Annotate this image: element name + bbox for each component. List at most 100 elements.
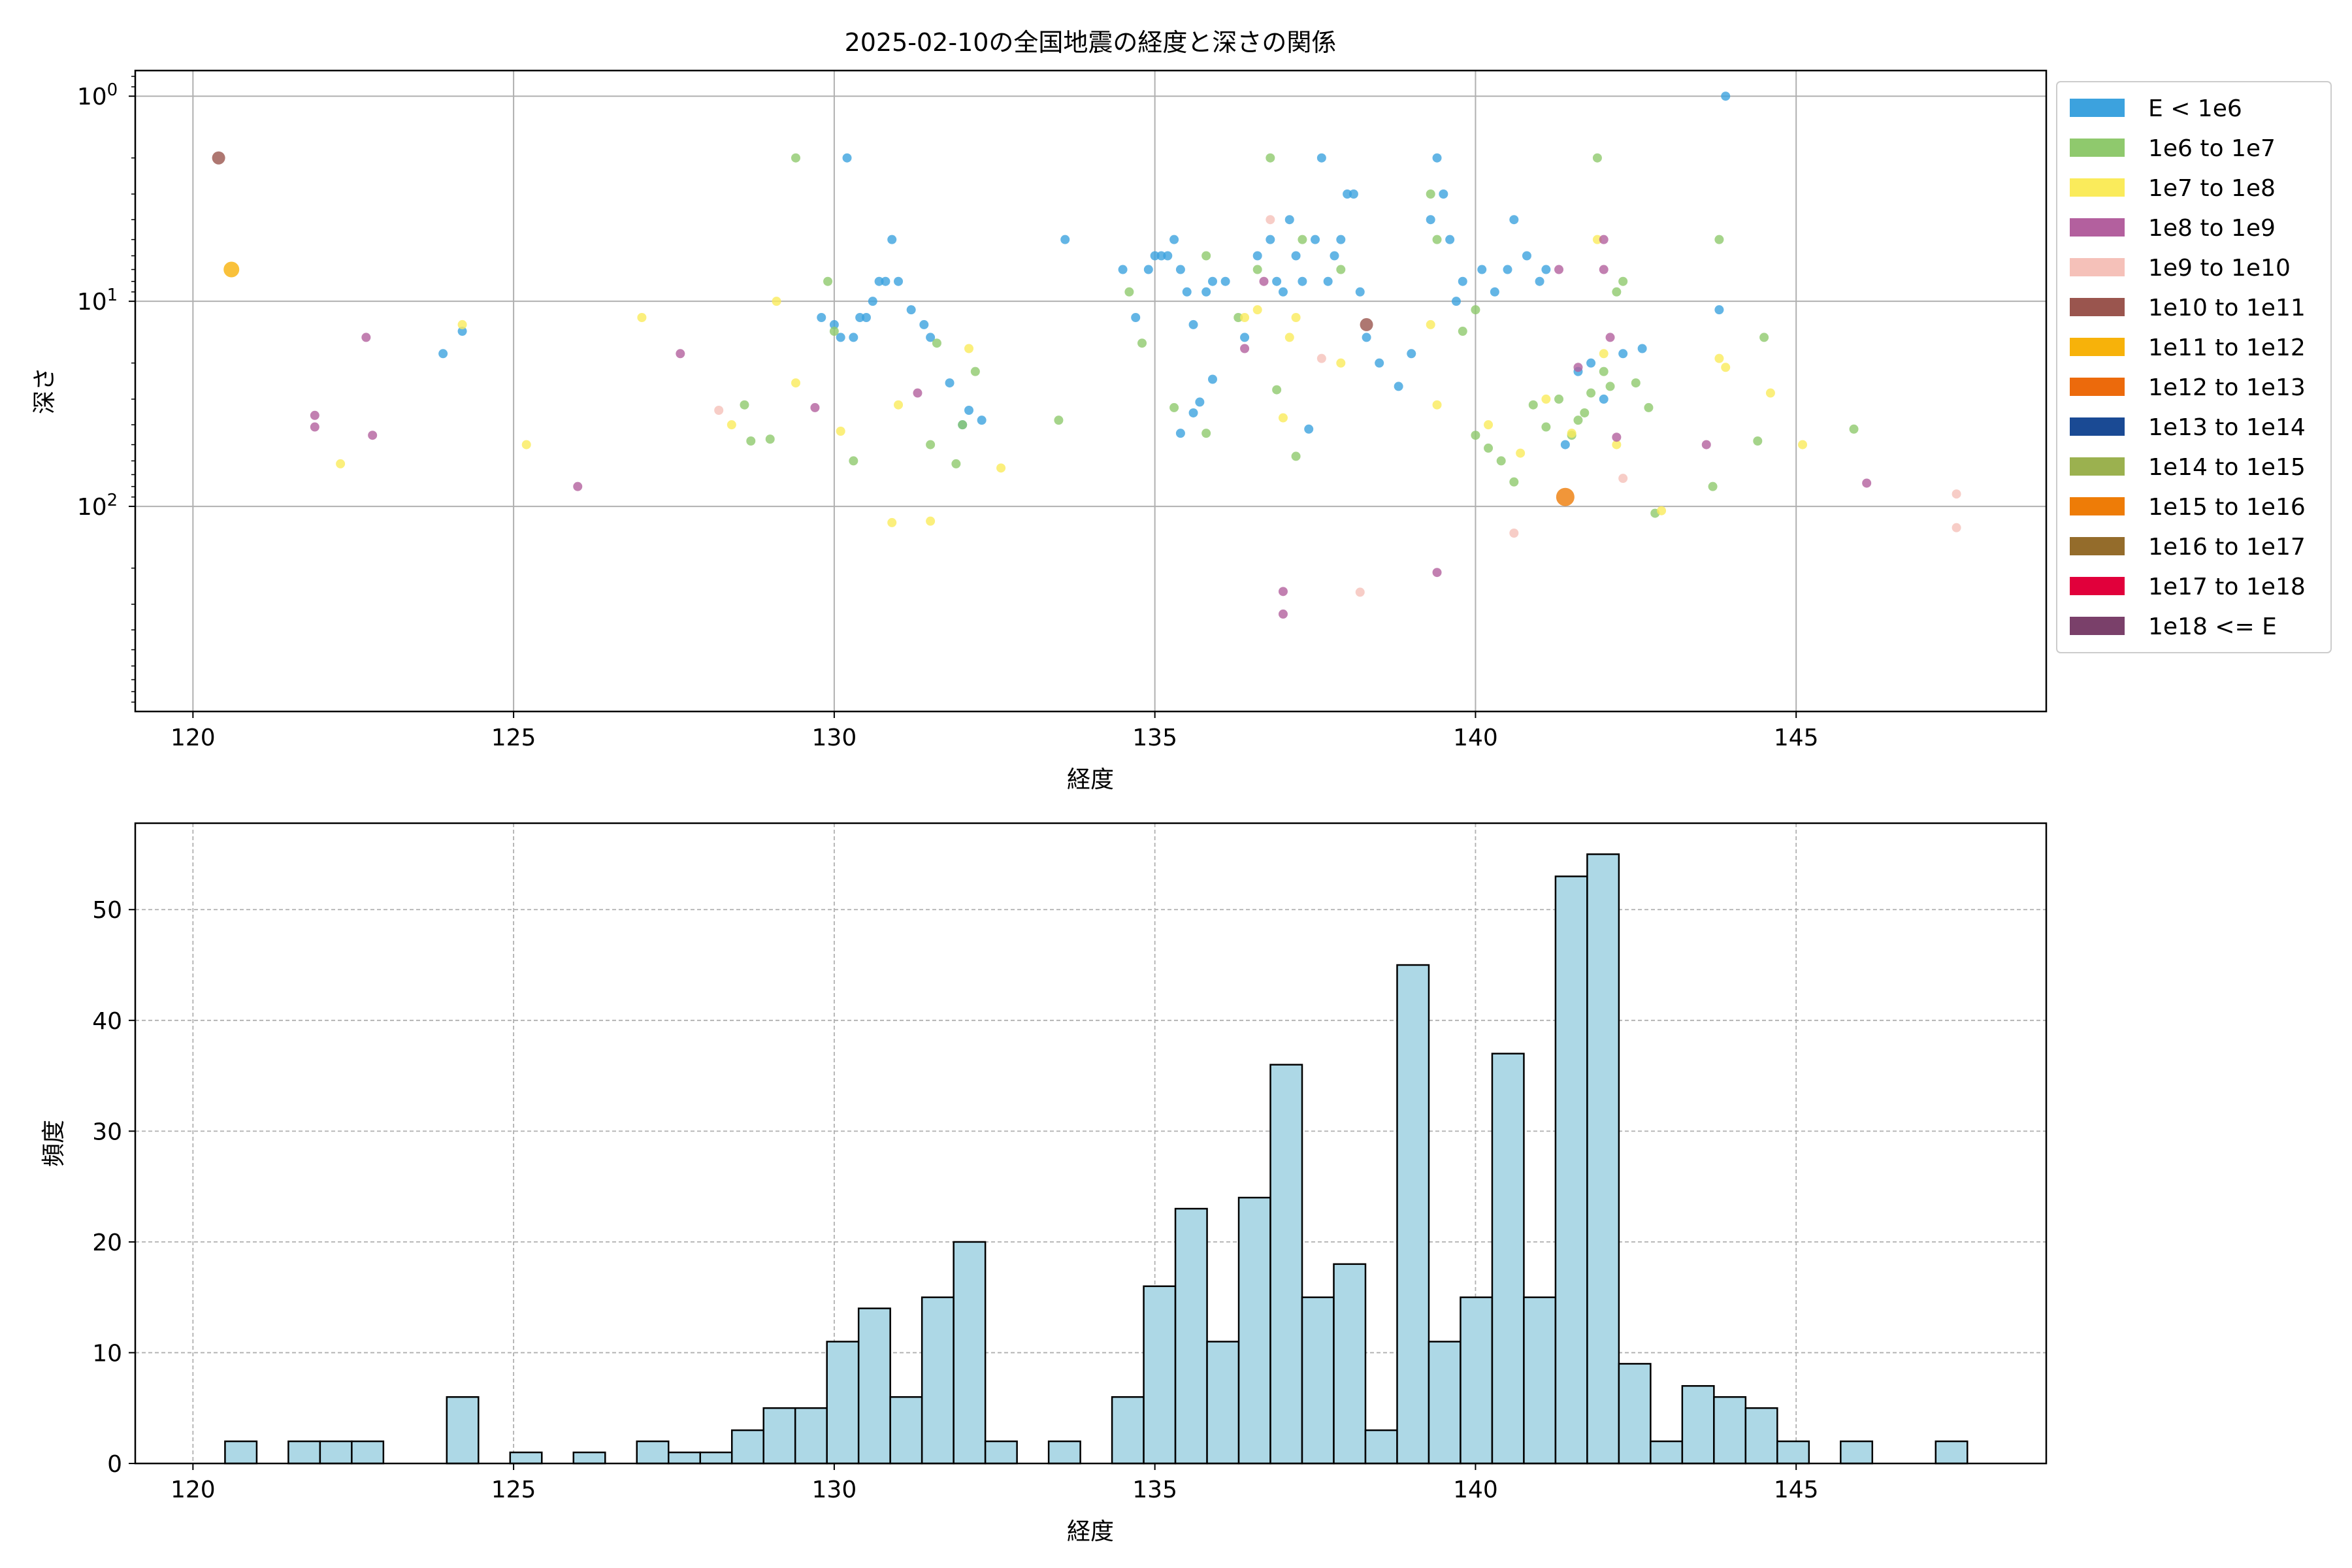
scatter-point: [1708, 482, 1718, 491]
scatter-point: [1278, 413, 1288, 423]
scatter-point: [817, 313, 826, 323]
legend-swatch: [2070, 537, 2125, 555]
histogram-y-tick-label: 20: [92, 1230, 122, 1256]
scatter-point: [1163, 251, 1173, 261]
histogram-bar: [1523, 1296, 1557, 1465]
scatter-point: [881, 276, 890, 286]
legend-swatch: [2070, 298, 2125, 316]
scatter-point: [1484, 443, 1494, 453]
scatter-point: [1188, 408, 1198, 417]
histogram-bar: [319, 1440, 353, 1465]
scatter-point: [1336, 358, 1346, 368]
scatter-point: [1298, 276, 1307, 286]
scatter-point: [1458, 327, 1467, 336]
scatter-point: [913, 388, 923, 398]
histogram-x-tick-label: 120: [171, 1477, 216, 1503]
scatter-point: [1355, 587, 1365, 597]
scatter-point: [1509, 477, 1519, 487]
histogram-bar: [446, 1396, 480, 1465]
scatter-point: [1586, 358, 1596, 368]
histogram-bar: [1396, 964, 1430, 1465]
scatter-point: [1714, 353, 1724, 363]
legend-swatch: [2070, 258, 2125, 276]
scatter-point: [1573, 363, 1583, 372]
scatter-point: [1541, 265, 1551, 274]
scatter-x-tick-label: 120: [171, 725, 216, 751]
scatter-point: [1445, 235, 1455, 244]
scatter-panel: 2025-02-10の全国地震の経度と深さの関係 120 125 130 135 140…: [31, 28, 2332, 793]
scatter-point: [1599, 367, 1609, 376]
legend-label: E < 1e6: [2148, 95, 2242, 122]
scatter-point: [1503, 265, 1512, 274]
scatter-point: [996, 463, 1006, 473]
scatter-point: [1323, 276, 1333, 286]
legend-label: 1e18 <= E: [2148, 613, 2277, 640]
scatter-point: [932, 338, 941, 348]
scatter-point: [1201, 287, 1211, 297]
scatter-point: [861, 313, 871, 323]
scatter-point: [1266, 153, 1275, 163]
scatter-point: [1612, 433, 1622, 442]
scatter-x-tick-label: 140: [1453, 725, 1498, 751]
scatter-point: [1657, 506, 1667, 515]
histogram-bar: [509, 1451, 543, 1465]
histogram-bar: [1206, 1341, 1240, 1465]
scatter-point: [1175, 265, 1185, 274]
scatter-point: [1496, 456, 1506, 466]
scatter-point: [714, 405, 724, 415]
scatter-point: [1477, 265, 1487, 274]
histogram-bar: [1650, 1440, 1684, 1465]
scatter-point: [746, 436, 756, 446]
scatter-point: [791, 153, 800, 163]
scatter-point: [1278, 609, 1288, 619]
scatter-point: [1432, 400, 1442, 410]
scatter-point: [1182, 287, 1192, 297]
scatter-point: [1862, 478, 1872, 488]
scatter-point: [1952, 489, 1961, 499]
scatter-point: [1554, 394, 1564, 404]
scatter-point: [1426, 319, 1435, 329]
scatter-point: [1240, 344, 1250, 353]
scatter-points: [212, 91, 1961, 619]
scatter-point: [1266, 235, 1275, 244]
scatter-point: [1252, 251, 1262, 261]
scatter-point: [823, 276, 833, 286]
histogram-bar: [1047, 1440, 1081, 1465]
scatter-point: [1118, 265, 1128, 274]
scatter-point: [1220, 276, 1230, 286]
scatter-point: [1316, 353, 1326, 363]
scatter-point: [1355, 287, 1365, 297]
scatter-point: [438, 349, 448, 359]
scatter-point: [1143, 265, 1153, 274]
scatter-point: [1278, 587, 1288, 596]
histogram-bar: [1586, 853, 1620, 1465]
scatter-point: [1316, 153, 1326, 163]
scatter-point: [1426, 189, 1435, 199]
scatter-point: [951, 459, 961, 468]
legend-frame: [2056, 81, 2332, 653]
scatter-point: [765, 434, 775, 444]
scatter-point: [958, 420, 968, 430]
scatter-point: [855, 313, 865, 323]
scatter-point: [1201, 251, 1211, 261]
scatter-point: [1343, 189, 1352, 199]
legend-label: 1e6 to 1e7: [2148, 135, 2276, 162]
scatter-point: [977, 416, 987, 425]
scatter-point: [1054, 416, 1064, 425]
scatter-point: [212, 151, 225, 165]
scatter-point: [1375, 358, 1384, 368]
scatter-point: [1509, 215, 1519, 225]
scatter-point: [1554, 265, 1564, 274]
scatter-point: [1284, 215, 1294, 225]
scatter-point: [1150, 251, 1160, 261]
legend-swatch: [2070, 139, 2125, 157]
scatter-point: [1952, 523, 1961, 532]
scatter-point: [1304, 424, 1314, 434]
scatter-point: [1278, 287, 1288, 297]
scatter-point: [1753, 436, 1763, 446]
scatter-point: [1432, 153, 1442, 163]
histogram-bar: [921, 1296, 955, 1465]
scatter-point: [1060, 235, 1070, 244]
histogram-x-axis-label: 経度: [1067, 1518, 1114, 1545]
